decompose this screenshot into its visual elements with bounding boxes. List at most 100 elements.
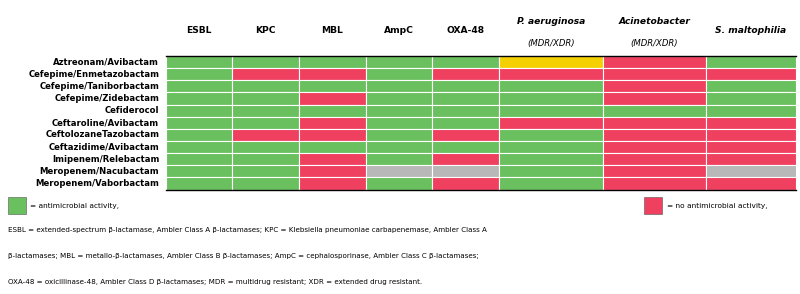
Bar — [232, 104, 299, 117]
Bar — [166, 165, 232, 178]
Bar — [232, 153, 299, 165]
Bar — [299, 80, 366, 92]
Bar — [602, 56, 706, 68]
Bar — [602, 68, 706, 80]
Text: Cefepime/Zidebactam: Cefepime/Zidebactam — [54, 94, 159, 103]
Text: = antimicrobial activity,: = antimicrobial activity, — [30, 203, 119, 208]
Bar — [299, 165, 366, 178]
Bar — [299, 92, 366, 104]
Bar — [166, 92, 232, 104]
Bar — [602, 92, 706, 104]
Bar — [299, 153, 366, 165]
Bar — [166, 178, 232, 190]
Bar — [366, 80, 433, 92]
Bar — [366, 153, 433, 165]
Bar — [499, 141, 602, 153]
Bar — [706, 56, 796, 68]
Text: Ceftaroline/Avibactam: Ceftaroline/Avibactam — [52, 118, 159, 127]
Text: AmpC: AmpC — [384, 26, 414, 35]
Bar — [433, 80, 499, 92]
Bar — [299, 129, 366, 141]
Text: S. maltophilia: S. maltophilia — [715, 26, 786, 35]
Bar — [366, 92, 433, 104]
Bar — [366, 68, 433, 80]
Bar — [366, 178, 433, 190]
Text: Acinetobacter: Acinetobacter — [618, 17, 690, 26]
Bar — [433, 165, 499, 178]
Bar — [299, 117, 366, 129]
Text: Cefepime/Taniborbactam: Cefepime/Taniborbactam — [39, 82, 159, 91]
Bar — [232, 165, 299, 178]
Text: Imipenem/Relebactam: Imipenem/Relebactam — [52, 155, 159, 164]
Text: OXA-48 = oxicillinase-48, Ambler Class D β-lactamases; MDR = multidrug resistant: OXA-48 = oxicillinase-48, Ambler Class D… — [8, 279, 422, 285]
Bar — [433, 56, 499, 68]
Bar — [602, 80, 706, 92]
Text: MBL: MBL — [322, 26, 343, 35]
Bar — [602, 165, 706, 178]
Bar — [706, 141, 796, 153]
Bar — [433, 178, 499, 190]
Bar — [366, 104, 433, 117]
Bar — [499, 68, 602, 80]
Bar — [8, 197, 26, 214]
Text: (MDR/XDR): (MDR/XDR) — [527, 39, 574, 48]
Bar — [706, 165, 796, 178]
Text: Cefiderocol: Cefiderocol — [105, 106, 159, 115]
Bar — [499, 80, 602, 92]
Bar — [499, 104, 602, 117]
Bar — [499, 92, 602, 104]
Bar — [433, 153, 499, 165]
Bar — [166, 68, 232, 80]
Bar — [499, 165, 602, 178]
Bar — [299, 178, 366, 190]
Bar — [232, 117, 299, 129]
Bar — [299, 141, 366, 153]
Bar — [166, 129, 232, 141]
Bar — [366, 56, 433, 68]
Bar — [602, 129, 706, 141]
Text: CeftolozaneTazobactam: CeftolozaneTazobactam — [45, 131, 159, 139]
Text: Ceftazidime/Avibactam: Ceftazidime/Avibactam — [49, 143, 159, 152]
Bar — [433, 117, 499, 129]
Bar — [602, 104, 706, 117]
Bar — [706, 80, 796, 92]
Text: Aztreonam/Avibactam: Aztreonam/Avibactam — [54, 57, 159, 66]
Bar — [433, 129, 499, 141]
Bar — [602, 117, 706, 129]
Bar — [602, 141, 706, 153]
Bar — [166, 80, 232, 92]
Bar — [232, 56, 299, 68]
Text: = no antimicrobial activity,: = no antimicrobial activity, — [666, 203, 767, 208]
Bar — [366, 141, 433, 153]
Text: (MDR/XDR): (MDR/XDR) — [630, 39, 678, 48]
Bar — [706, 117, 796, 129]
Text: Cefepime/Enmetazobactam: Cefepime/Enmetazobactam — [28, 70, 159, 78]
Bar — [706, 178, 796, 190]
Bar — [499, 129, 602, 141]
Text: ESBL: ESBL — [186, 26, 212, 35]
Bar — [299, 104, 366, 117]
Bar — [433, 68, 499, 80]
Text: β-lactamases; MBL = metallo-β-lactamases, Ambler Class B β-lactamases; AmpC = ce: β-lactamases; MBL = metallo-β-lactamases… — [8, 253, 478, 259]
Bar — [706, 129, 796, 141]
Bar — [299, 68, 366, 80]
Bar — [232, 68, 299, 80]
Bar — [499, 56, 602, 68]
Bar — [499, 153, 602, 165]
Bar — [299, 56, 366, 68]
Text: P. aeruginosa: P. aeruginosa — [517, 17, 585, 26]
Bar — [499, 117, 602, 129]
Bar — [366, 129, 433, 141]
Bar — [602, 178, 706, 190]
Bar — [433, 141, 499, 153]
Bar — [433, 104, 499, 117]
Bar — [232, 92, 299, 104]
Bar — [366, 117, 433, 129]
Bar — [602, 153, 706, 165]
Bar — [166, 104, 232, 117]
Bar — [366, 165, 433, 178]
Bar — [166, 117, 232, 129]
Text: OXA-48: OXA-48 — [446, 26, 485, 35]
Text: Meropenem/Vaborbactam: Meropenem/Vaborbactam — [35, 179, 159, 188]
Bar — [706, 92, 796, 104]
